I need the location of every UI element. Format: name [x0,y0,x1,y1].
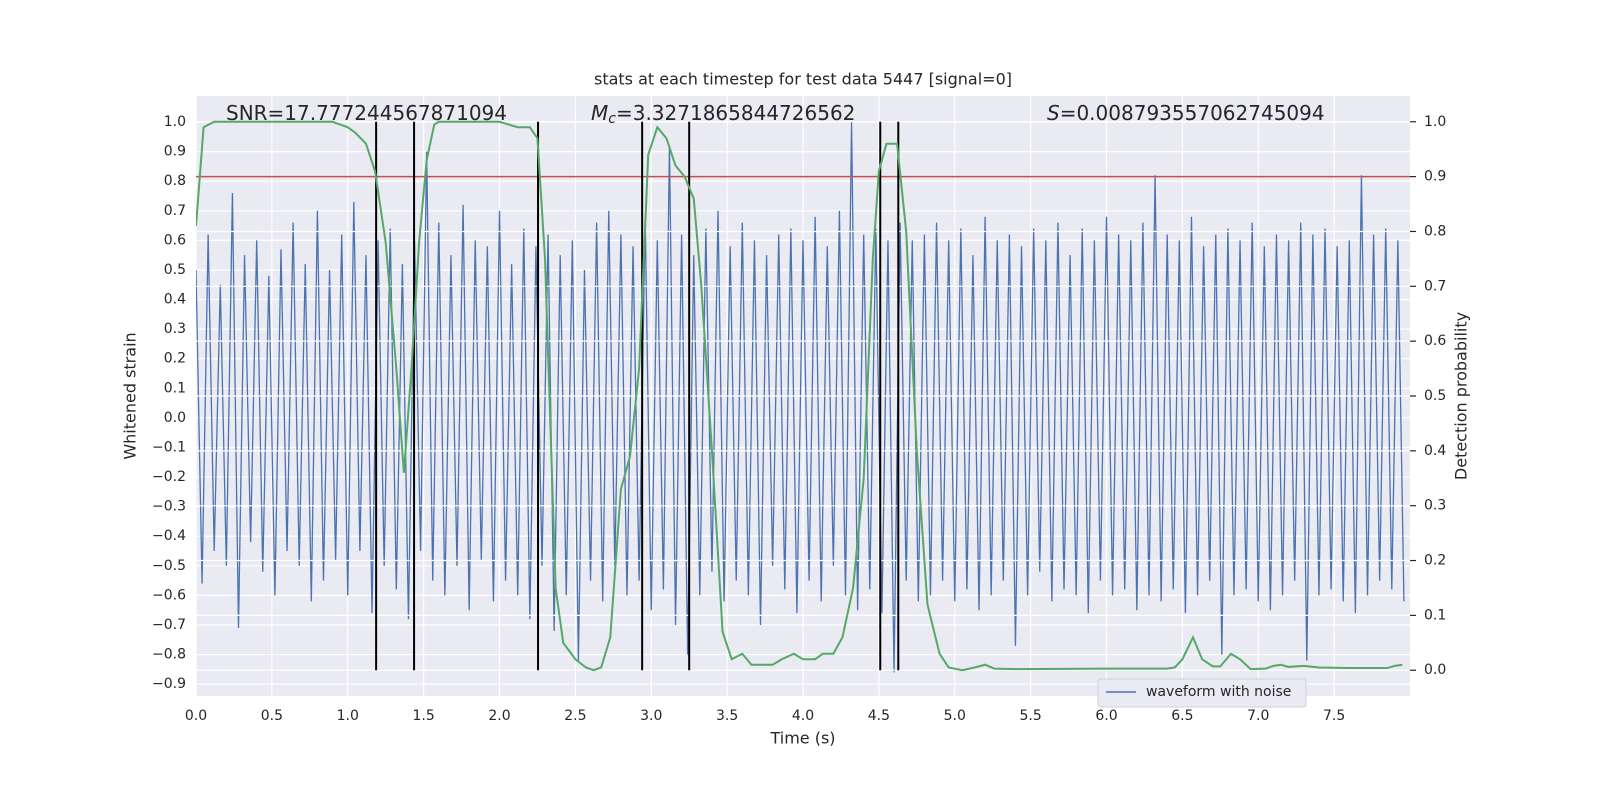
y2-tick-label: 1.0 [1424,114,1446,130]
annotation-text: =3.3271865844726562 [616,101,855,125]
y2-tick-label: 0.4 [1424,443,1446,459]
y2-tick-label: 0.6 [1424,333,1446,349]
x-axis-label: Time (s) [769,729,835,748]
y2-tick-label: 0.3 [1424,498,1446,514]
y2-tick-label: 0.1 [1424,607,1446,623]
y2-tick-label: 0.2 [1424,553,1446,569]
x-tick-label: 5.0 [944,708,966,724]
y-tick-label: 0.2 [164,351,186,367]
y-tick-label: 0.8 [164,173,186,189]
x-tick-label: 5.5 [1019,708,1041,724]
x-tick-label: 1.0 [337,708,359,724]
y-tick-label: 0.5 [164,262,186,278]
annotation: SNR=17.777244567871094 [226,101,507,125]
y-tick-label: 0.6 [164,232,186,248]
y2-tick-label: 0.7 [1424,278,1446,294]
y-tick-label: 1.0 [164,114,186,130]
y-tick-label: 0.1 [164,380,186,396]
chart-title: stats at each timestep for test data 544… [594,70,1012,89]
y-tick-label: 0.7 [164,203,186,219]
x-tick-label: 6.5 [1171,708,1193,724]
x-tick-label: 7.0 [1247,708,1269,724]
y-tick-label: −0.6 [152,587,186,603]
y2-tick-label: 0.9 [1424,169,1446,185]
y2-tick-label: 0.0 [1424,662,1446,678]
y-axis-label: Whitened strain [121,332,140,459]
y-tick-label: 0.4 [164,292,186,308]
y-tick-label: 0.3 [164,321,186,337]
y-tick-label: 0.9 [164,144,186,160]
x-tick-label: 6.0 [1095,708,1117,724]
legend-box [1097,678,1307,708]
annotation-text: SNR=17.777244567871094 [226,101,507,125]
x-tick-label: 1.5 [412,708,434,724]
y-tick-label: −0.9 [152,676,186,692]
x-tick-label: 7.5 [1323,708,1345,724]
y-tick-label: −0.8 [152,647,186,663]
x-tick-label: 4.0 [792,708,814,724]
y2-tick-label: 0.5 [1424,388,1446,404]
over-layer [196,120,1410,672]
x-tick-label: 0.0 [185,708,207,724]
x-tick-label: 3.5 [716,708,738,724]
x-tick-label: 0.5 [261,708,283,724]
y-tick-label: −0.1 [152,439,186,455]
annotation-symbol: S [1047,101,1060,125]
x-tick-label: 3.0 [640,708,662,724]
y-tick-label: −0.2 [152,469,186,485]
series-line [196,122,1405,673]
annotation: Mc=3.3271865844726562 [591,101,855,128]
x-tick-label: 2.5 [564,708,586,724]
y-tick-label: −0.7 [152,617,186,633]
annotation-subscript: c [608,111,616,127]
annotation-symbol: M [591,101,608,125]
annotation-text: =0.008793557062745094 [1060,101,1325,125]
y2-axis-label: Detection probability [1452,312,1471,480]
annotation: S=0.008793557062745094 [1047,101,1325,125]
y-tick-label: −0.5 [152,558,186,574]
legend-label: waveform with noise [1146,684,1291,700]
x-tick-label: 4.5 [868,708,890,724]
y-tick-label: −0.4 [152,528,186,544]
y2-tick-label: 0.8 [1424,223,1446,239]
y-tick-label: 0.0 [164,410,186,426]
x-tick-label: 2.0 [488,708,510,724]
y-tick-label: −0.3 [152,499,186,515]
series-line [196,120,1403,672]
